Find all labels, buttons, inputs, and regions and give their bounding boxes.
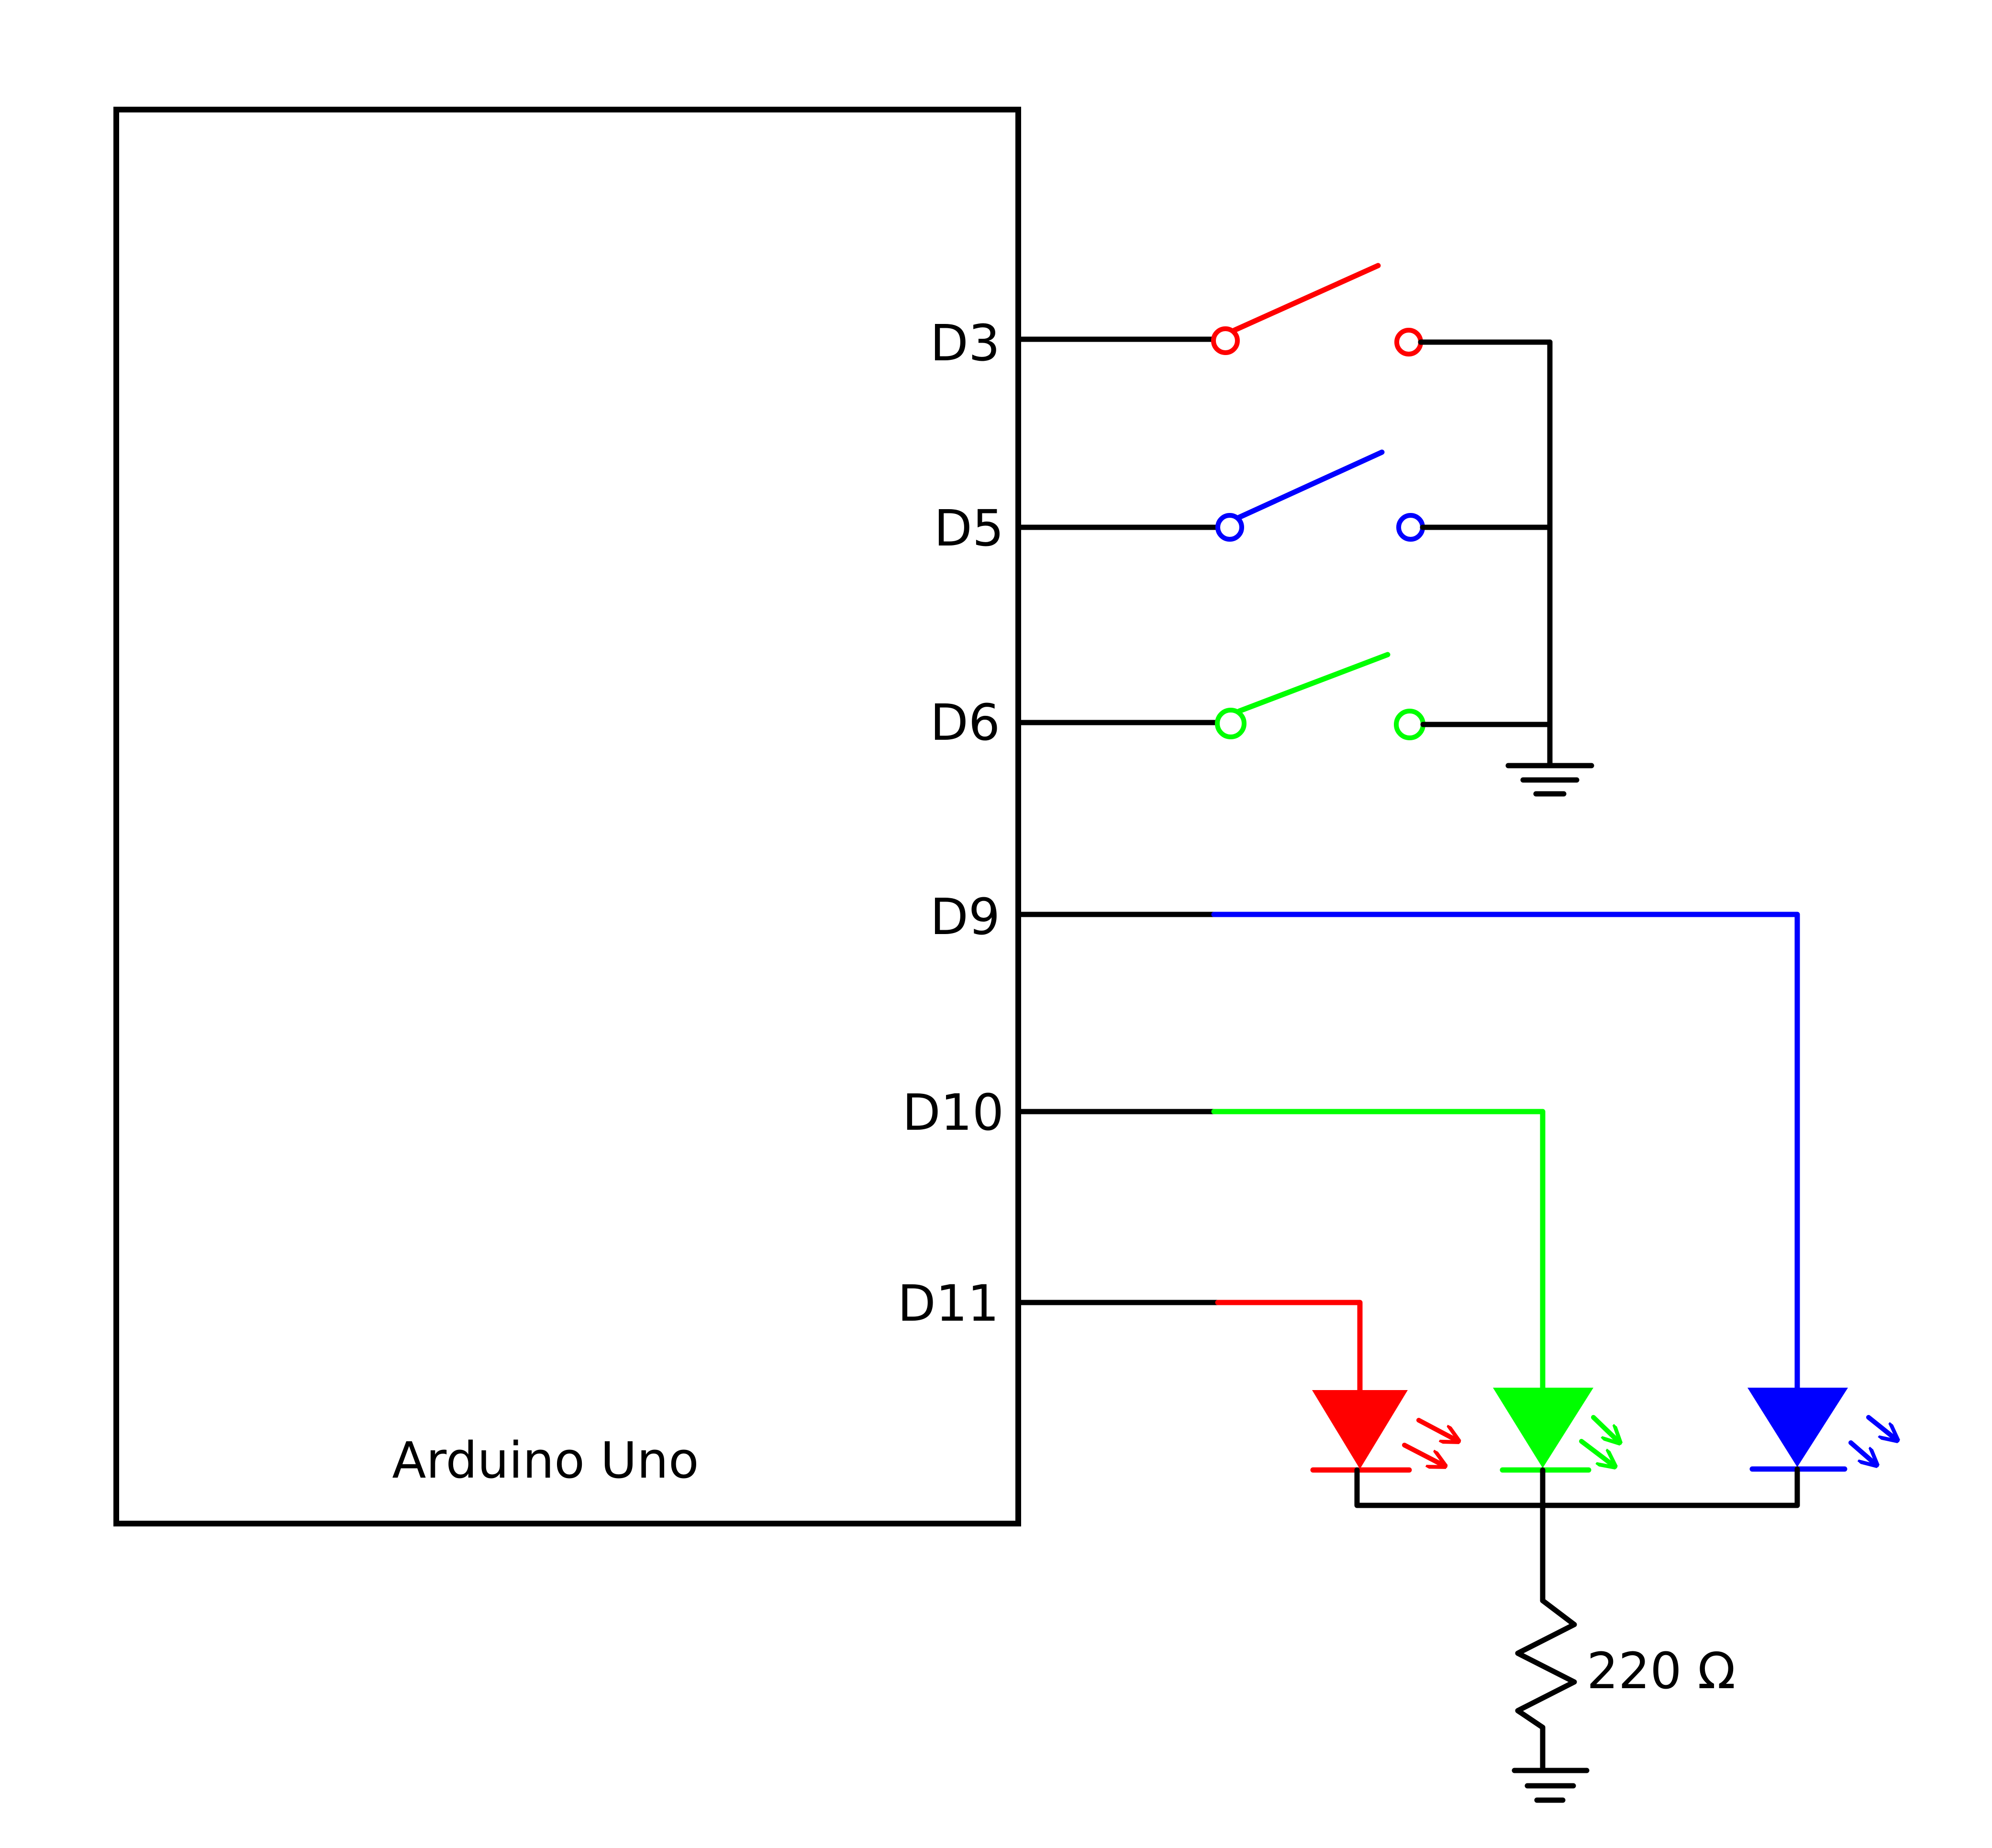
switch-d5-terminal-right <box>1396 513 1425 542</box>
switch-d6 <box>1015 652 1553 740</box>
pin-label-d6: D6 <box>930 693 1000 752</box>
switch-d5-lever <box>1236 449 1385 520</box>
resistor-label: 220 Ω <box>1587 1642 1736 1700</box>
switch-d3-lever <box>1232 263 1381 333</box>
led-blue-arrow-1 <box>1866 1415 1897 1440</box>
switch-d6-terminal-right <box>1394 709 1425 740</box>
led-green-arrow-1 <box>1591 1415 1620 1443</box>
ground-symbol-switches <box>1505 763 1594 797</box>
pin-label-d3: D3 <box>930 314 1000 372</box>
switch-d5 <box>1015 449 1553 542</box>
switch-d3-terminal-left <box>1211 326 1240 355</box>
pin-label-d9: D9 <box>930 888 1000 946</box>
led-blue-arrow-2 <box>1848 1440 1877 1465</box>
pin-label-d11: D11 <box>898 1274 999 1333</box>
switch-d6-lever <box>1236 652 1391 714</box>
pin-label-d5: D5 <box>934 499 1004 557</box>
led-blue-body <box>1747 1388 1848 1467</box>
led-cathode-bus <box>1354 1466 1800 1508</box>
wire-d11-red <box>1215 1300 1363 1393</box>
led-green-arrow-2 <box>1579 1439 1615 1467</box>
wire-d10-green <box>1211 1109 1546 1391</box>
led-blue <box>1747 1388 1897 1472</box>
arduino-board-outline <box>113 107 1021 1526</box>
switch-d5-terminal-left <box>1215 513 1244 542</box>
ground-symbol-resistor <box>1512 1768 1590 1803</box>
led-red-arrow-1 <box>1416 1418 1458 1441</box>
led-green <box>1493 1388 1620 1473</box>
led-red-arrow-2 <box>1402 1443 1445 1466</box>
switch-d3-terminal-right <box>1394 328 1423 356</box>
led-red-body <box>1312 1390 1408 1469</box>
pin-label-d10: D10 <box>902 1083 1004 1142</box>
board-label: Arduino Uno <box>392 1431 699 1490</box>
resistor-220-ohm <box>1515 1503 1577 1773</box>
led-red <box>1310 1390 1458 1473</box>
wire-d9-blue <box>1211 912 1800 1391</box>
switch-d6-terminal-left <box>1215 708 1246 739</box>
switch-d3 <box>1015 263 1553 356</box>
led-green-body <box>1493 1388 1593 1468</box>
